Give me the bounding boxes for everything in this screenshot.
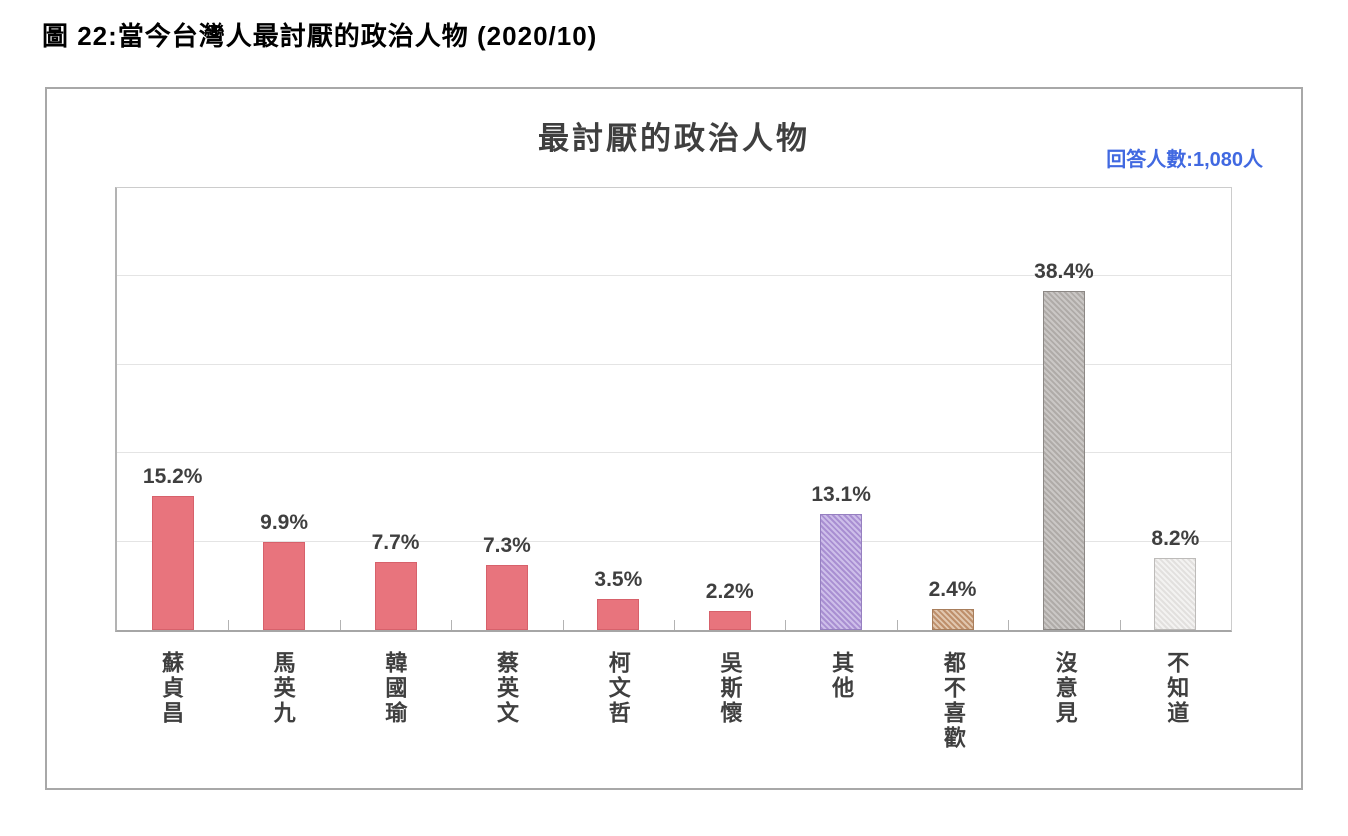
bar-value-label: 9.9% xyxy=(260,511,309,535)
bar xyxy=(485,565,528,630)
bar xyxy=(1154,557,1197,630)
page-title: 圖 22:當今台灣人最討厭的政治人物 (2020/10) xyxy=(42,21,598,51)
category-label: 都不喜歡 xyxy=(940,651,966,751)
bar-value-label: 3.5% xyxy=(594,568,643,592)
bar-value-label: 7.7% xyxy=(371,530,420,554)
figure-box: 最討厭的政治人物 回答人數:1,080人 15.2% 9.9% 7.7% 7.3% 3.… xyxy=(45,87,1303,790)
bar-column: 3.5% xyxy=(563,188,674,630)
bar xyxy=(1042,290,1085,630)
bar-column: 13.1% xyxy=(785,188,896,630)
bar-column: 9.9% xyxy=(228,188,339,630)
category-label: 不知道 xyxy=(1164,651,1190,726)
gridline-10 xyxy=(117,540,1231,542)
bar xyxy=(931,608,974,630)
axis-tick xyxy=(785,620,787,630)
category-label: 韓國瑜 xyxy=(382,651,408,726)
category-label: 蔡英文 xyxy=(494,651,520,726)
bar-column: 2.4% xyxy=(897,188,1008,630)
bar-value-label: 8.2% xyxy=(1151,526,1200,550)
bar-value-label: 7.3% xyxy=(482,534,531,558)
bar-column: 8.2% xyxy=(1120,188,1231,630)
category-label: 馬英九 xyxy=(270,651,296,726)
gridline-20 xyxy=(117,452,1231,454)
bar xyxy=(263,542,306,630)
axis-tick xyxy=(1008,620,1010,630)
category-label: 柯文哲 xyxy=(605,651,631,726)
category-label: 沒意見 xyxy=(1052,651,1078,726)
bar-value-label: 38.4% xyxy=(1034,259,1094,283)
axis-tick xyxy=(451,620,453,630)
bar xyxy=(597,599,640,630)
bar-value-label: 13.1% xyxy=(811,483,871,507)
category-label: 蘇貞昌 xyxy=(158,651,184,726)
gridline-40 xyxy=(117,275,1231,277)
bar-column: 2.2% xyxy=(674,188,785,630)
bar xyxy=(820,514,863,630)
bar-column: 7.7% xyxy=(340,188,451,630)
bar-column: 38.4% xyxy=(1008,188,1119,630)
bar-column: 15.2% xyxy=(117,188,228,630)
gridline-30 xyxy=(117,363,1231,365)
axis-tick xyxy=(228,620,230,630)
bars-row: 15.2% 9.9% 7.7% 7.3% 3.5% 2.2% 13.1% 2.4% 38.4% 8… xyxy=(117,188,1231,630)
axis-tick xyxy=(562,620,564,630)
chart-title: 最討厭的政治人物 xyxy=(538,121,810,156)
bar-column: 7.3% xyxy=(451,188,562,630)
axis-tick xyxy=(1119,620,1121,630)
respondent-count-label: 回答人數:1,080人 xyxy=(1106,149,1263,171)
axis-tick xyxy=(339,620,341,630)
bar-value-label: 2.2% xyxy=(705,579,754,603)
bar xyxy=(151,495,194,630)
axis-tick xyxy=(896,620,898,630)
category-label: 吳斯懷 xyxy=(717,651,743,726)
bar-value-label: 15.2% xyxy=(142,464,203,488)
axis-tick xyxy=(674,620,675,630)
x-axis-labels: 蘇貞昌 馬英九 韓國瑜 蔡英文 柯文哲 吳斯懷 其他 都不喜歡 沒意見 不知道 xyxy=(115,651,1232,751)
bar xyxy=(708,610,751,630)
plot-area: 15.2% 9.9% 7.7% 7.3% 3.5% 2.2% 13.1% 2.4% 38.4% 8… xyxy=(115,187,1232,632)
category-label: 其他 xyxy=(829,651,855,701)
bar-value-label: 2.4% xyxy=(928,577,977,601)
bar xyxy=(374,561,417,630)
